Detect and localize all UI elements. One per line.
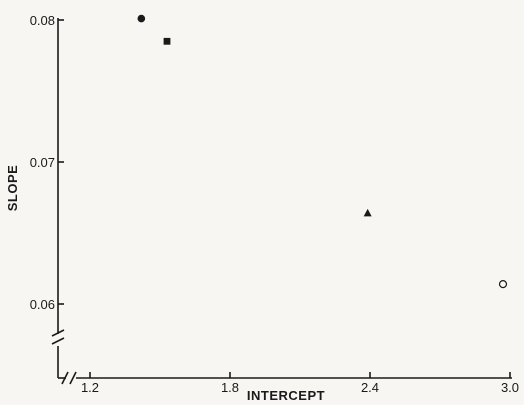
y-axis-break-mark <box>51 337 65 345</box>
tick-group: 1.2 1.8 2.4 3.0 0.06 0.07 0.08 <box>30 13 519 395</box>
x-tick-label: 3.0 <box>501 380 519 395</box>
x-tick-label: 2.4 <box>361 380 379 395</box>
x-tick-label: 1.8 <box>221 380 239 395</box>
y-tick-label: 0.06 <box>30 297 55 312</box>
data-point <box>137 14 146 23</box>
data-point <box>163 37 171 45</box>
data-points <box>137 14 508 289</box>
data-point <box>498 280 508 289</box>
y-axis-title: SLOPE <box>5 165 20 212</box>
x-axis-break-mark <box>69 371 77 385</box>
y-tick-label: 0.07 <box>30 155 55 170</box>
axes <box>51 18 512 385</box>
x-tick-label: 1.2 <box>81 380 99 395</box>
x-axis-break-mark <box>61 371 69 385</box>
data-point <box>363 208 372 217</box>
x-axis-title: INTERCEPT <box>247 388 325 403</box>
y-tick-label: 0.08 <box>30 13 55 28</box>
y-axis-break-mark <box>51 329 65 337</box>
